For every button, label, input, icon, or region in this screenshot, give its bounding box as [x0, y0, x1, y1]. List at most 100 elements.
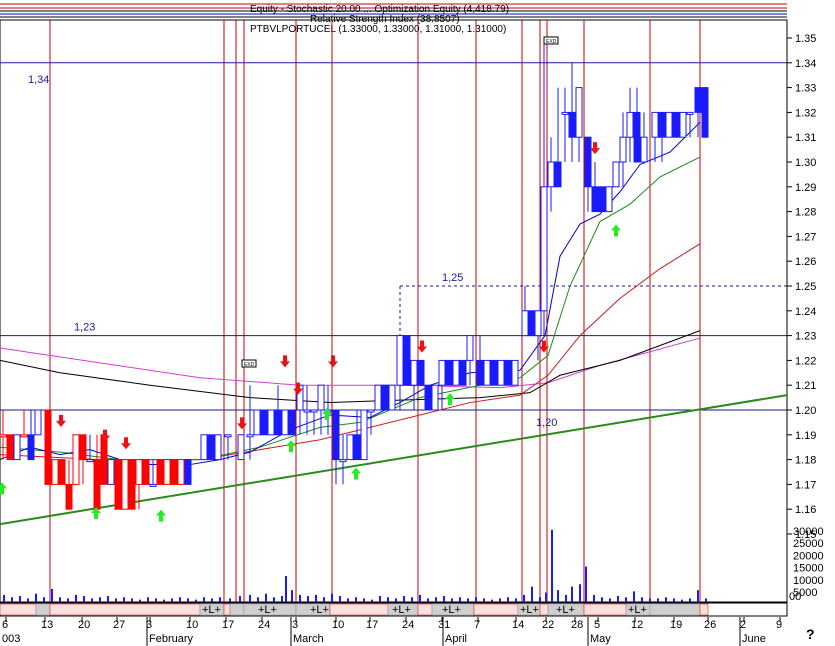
candle-body [528, 310, 536, 337]
volume-bar [363, 598, 365, 602]
band-segment [223, 603, 231, 616]
volume-bar [249, 594, 251, 602]
candle-body [128, 459, 136, 510]
band-segment [35, 603, 51, 616]
price-tick-label: 1.15 [795, 529, 816, 541]
volume-bar [579, 584, 581, 602]
candle-body [214, 434, 222, 461]
candle-body [497, 359, 505, 386]
candle-body [246, 434, 254, 438]
candle-body [20, 434, 28, 438]
volume-bar [291, 590, 293, 602]
volume-bar [443, 596, 445, 602]
candle-body [34, 409, 42, 436]
volume-bar [545, 592, 547, 602]
volume-bar [371, 599, 373, 602]
volume-bar [681, 599, 683, 602]
candle-body [135, 459, 143, 485]
indicator-header: Equity - Stochastic 20.00 ... Optimizati… [0, 0, 787, 25]
date-tick-label: 28 [571, 619, 583, 631]
candle-body [633, 111, 641, 163]
volume-bar [641, 597, 643, 602]
candle-body [534, 310, 542, 337]
band-label: +L+ [442, 604, 461, 616]
volume-bar [609, 598, 611, 602]
candle-body [317, 384, 325, 411]
band-label: +L+ [258, 604, 277, 616]
signal-lines [49, 20, 701, 602]
volume-bar [107, 596, 109, 602]
volume-bar [539, 597, 541, 602]
volume-bar [347, 598, 349, 602]
candle-body [51, 459, 59, 485]
candle-body [346, 434, 354, 461]
trend-band: +L+ +L+ +L+ +L+ +L+ +L+ +L+ +L+ [0, 602, 788, 617]
candle-body [466, 335, 474, 361]
exd-label-2: EXD [546, 39, 557, 45]
volume-bar [307, 596, 309, 602]
volume-bars [3, 529, 707, 602]
candle-body [554, 161, 562, 188]
band-segment [583, 603, 627, 616]
candle-body [476, 359, 484, 386]
candle-body [568, 111, 576, 138]
price-tick-label: 1.16 [795, 504, 816, 516]
date-tick-label: 5 [594, 619, 600, 631]
volume-bar [281, 596, 283, 602]
volume-bar [419, 594, 421, 602]
volume-bar [531, 586, 533, 602]
level-label: 1,20 [536, 417, 557, 429]
volume-bar [147, 597, 149, 602]
candle-body [0, 434, 7, 438]
candle-body [207, 434, 215, 461]
candle-body [339, 459, 347, 463]
volume-bar [163, 599, 165, 602]
price-tick-label: 1.20 [795, 405, 816, 417]
band-label: +L+ [392, 604, 411, 616]
band-segment [0, 603, 37, 616]
volume-tick-label: 10000 [793, 575, 824, 587]
volume-bar [273, 597, 275, 602]
volume-bar [75, 594, 77, 602]
volume-bar [705, 598, 707, 602]
band-segment [229, 603, 245, 616]
sell-arrow [417, 340, 427, 353]
candle-body [360, 409, 368, 461]
horizontal-levels: 1,34 1,23 1,20 1,25 [0, 62, 787, 429]
help-icon[interactable]: ? [806, 626, 815, 642]
sell-arrow [293, 382, 303, 395]
date-tick-label: 12 [631, 619, 643, 631]
date-tick-label: 20 [78, 619, 90, 631]
volume-bar [427, 598, 429, 602]
volume-bar [593, 594, 595, 602]
date-tick-label: 10 [186, 619, 198, 631]
price-tick-label: 1.24 [795, 306, 816, 318]
candle-body [224, 434, 232, 438]
candle-body [274, 409, 282, 436]
buy-arrow [0, 482, 7, 495]
date-tick-label: 3 [146, 619, 152, 631]
band-segment [649, 603, 701, 616]
candle-body [459, 359, 467, 386]
volume-bar [339, 596, 341, 602]
date-tick-label: 19 [670, 619, 682, 631]
candle-body [511, 359, 519, 386]
volume-bar [649, 598, 651, 602]
volume-bar [585, 566, 587, 602]
volume-bar [51, 588, 53, 602]
candle-body [177, 459, 185, 485]
candle-body [107, 459, 115, 485]
volume-bar [387, 597, 389, 602]
candle-body [626, 111, 634, 138]
candle-body [612, 161, 620, 188]
candle-body [388, 384, 396, 411]
candle-body [93, 459, 101, 510]
candle-body [417, 359, 425, 386]
candle-body [303, 409, 311, 413]
candle-body [504, 359, 512, 386]
volume-bar [229, 598, 231, 602]
volume-bar [323, 597, 325, 602]
date-tick-label: 9 [776, 619, 782, 631]
date-tick-label: 3 [292, 619, 298, 631]
volume-bar [187, 598, 189, 602]
